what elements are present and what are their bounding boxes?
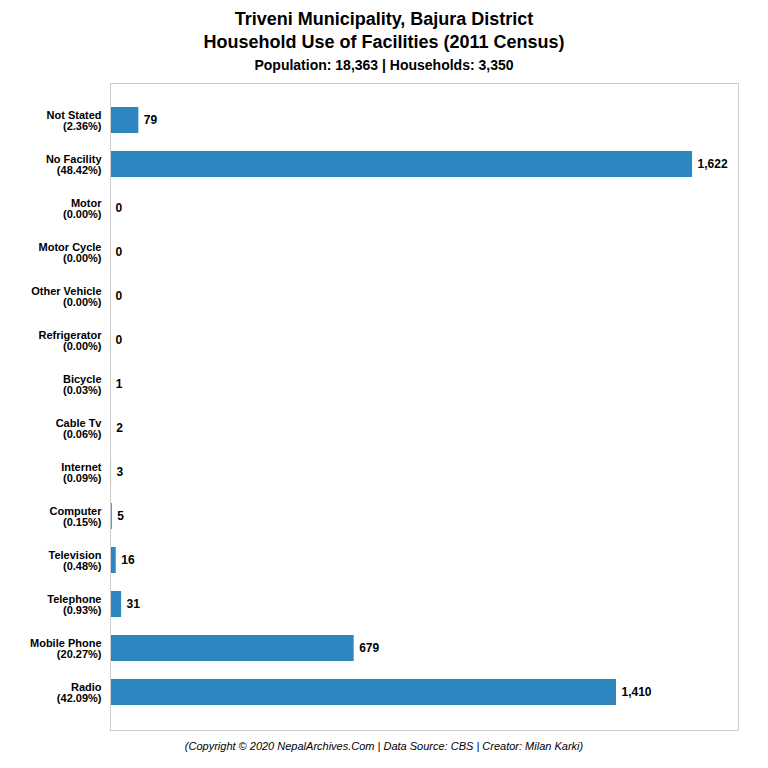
svg-text:Refrigerator(0.00%): Refrigerator(0.00%) (39, 329, 103, 352)
svg-text:No Facility(48.42%): No Facility(48.42%) (46, 153, 103, 176)
svg-text:Motor(0.00%): Motor(0.00%) (63, 197, 102, 220)
svg-text:679: 679 (359, 641, 379, 655)
svg-text:Cable Tv(0.06%): Cable Tv(0.06%) (56, 417, 103, 440)
svg-text:5: 5 (117, 509, 124, 523)
html-text:Triveni Municipality, Bajura D: Triveni Municipality, Bajura District (234, 9, 534, 29)
svg-text:3: 3 (117, 465, 124, 479)
html-text:Household Use of Facilities (2: Household Use of Facilities (2011 Census… (203, 31, 565, 52)
svg-text:Other Vehicle(0.00%): Other Vehicle(0.00%) (31, 285, 102, 308)
html-text:Population: 18,363 | Household: Population: 18,363 | Households: 3,350 (254, 57, 514, 73)
svg-text:79: 79 (144, 113, 158, 127)
svg-text:Motor Cycle(0.00%): Motor Cycle(0.00%) (39, 241, 102, 264)
svg-text:Computer(0.15%): Computer(0.15%) (50, 505, 103, 528)
svg-text:31: 31 (127, 597, 141, 611)
svg-text:Television(0.48%): Television(0.48%) (49, 549, 102, 572)
svg-text:1,622: 1,622 (698, 157, 728, 171)
svg-text:Internet(0.09%): Internet(0.09%) (61, 461, 102, 484)
svg-text:2: 2 (116, 421, 123, 435)
svg-text:1,410: 1,410 (621, 685, 651, 699)
svg-text:Telephone(0.93%): Telephone(0.93%) (47, 593, 102, 616)
svg-text:1: 1 (116, 377, 123, 391)
svg-text:16: 16 (121, 553, 135, 567)
svg-text:Bicycle(0.03%): Bicycle(0.03%) (63, 373, 102, 396)
svg-text:Not Stated(2.36%): Not Stated(2.36%) (47, 109, 102, 132)
svg-text:0: 0 (116, 289, 123, 303)
svg-text:Radio(42.09%): Radio(42.09%) (57, 681, 102, 704)
svg-text:0: 0 (116, 201, 123, 215)
svg-text:0: 0 (116, 333, 123, 347)
svg-text:0: 0 (116, 245, 123, 259)
html-text:(Copyright © 2020 NepalArchive: (Copyright © 2020 NepalArchives.Com | Da… (184, 740, 584, 752)
svg-text:Mobile Phone(20.27%): Mobile Phone(20.27%) (30, 637, 102, 660)
